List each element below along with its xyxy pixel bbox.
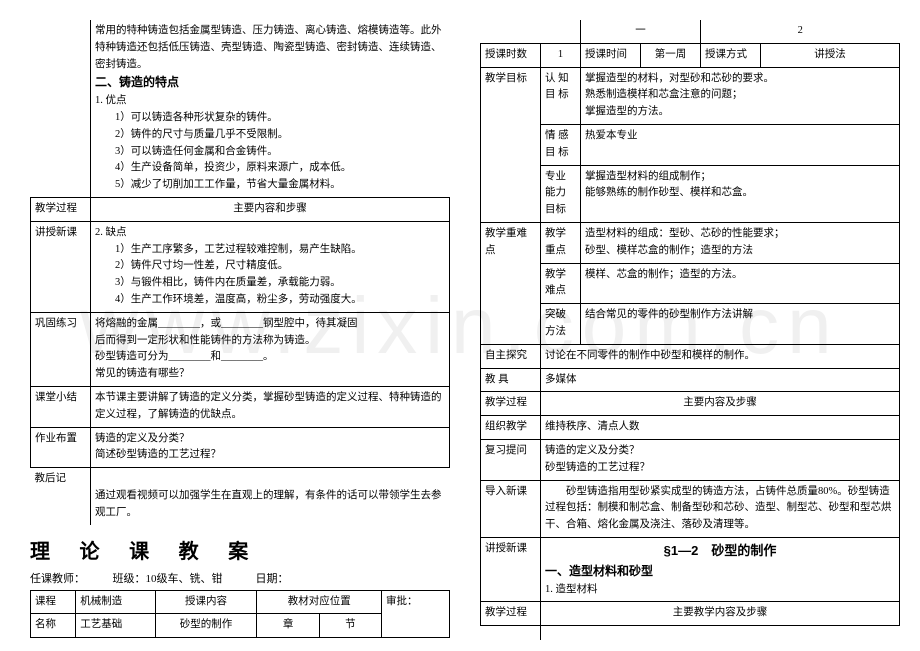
r9-label: 组织教学 xyxy=(481,416,541,440)
hdr-a: 一 xyxy=(581,20,701,43)
dis-3: 3）与锻件相比，铸件内在质量差，承载能力弱。 xyxy=(95,275,445,292)
bt-r1c5: 审批： xyxy=(382,590,450,638)
bt-r2c3: 砂型的制作 xyxy=(155,614,257,638)
disadv-label: 2. 缺点 xyxy=(95,227,127,238)
hw-2: 简述砂型铸造的工艺过程？ xyxy=(95,449,221,460)
advantage-label: 1. 优点 xyxy=(95,95,127,106)
r1c6: 讲授法 xyxy=(761,43,900,67)
bt-r2c4a: 章 xyxy=(257,614,319,638)
practice-1: 将熔融的金属________，或________钢型腔中，待其凝固 xyxy=(95,318,358,329)
dis-4: 4）生产工作环境差，温度高，粉尘多，劳动强度大。 xyxy=(95,292,445,309)
adv-5: 5）减少了切削加工工作量，节省大量金属材料。 xyxy=(95,177,446,194)
adv-4: 4）生产设备简单，投资少，原料来源广，成本低。 xyxy=(95,160,446,177)
r5-body3: 结合常见的零件的砂型制作方法讲解 xyxy=(581,304,900,345)
r10-label: 复习提问 xyxy=(481,439,541,480)
r11-label: 导入新课 xyxy=(481,480,541,537)
r4b1: 掌握造型材料的组成制作； xyxy=(585,171,711,182)
r7-label: 教 具 xyxy=(481,368,541,392)
special-casting-text: 常用的特种铸造包括金属型铸造、压力铸造、离心铸造、熔模铸造等。此外特种铸造还包括… xyxy=(95,25,442,70)
r2b3: 掌握造型的方法。 xyxy=(585,106,669,117)
postscript-text: 通过观看视频可以加强学生在直观上的理解，有条件的话可以带领学生去参观工厂。 xyxy=(91,468,450,525)
r10b1: 铸造的定义及分类？ xyxy=(545,445,640,456)
hw-1: 铸造的定义及分类？ xyxy=(95,433,190,444)
bt-r1c3: 授课内容 xyxy=(155,590,257,614)
r5b1b: 砂型、模样芯盒的制作；造型的方法 xyxy=(585,245,753,256)
dis-2: 2）铸件尺寸均一性差，尺寸精度低。 xyxy=(95,258,445,275)
r1c2: 1 xyxy=(541,43,581,67)
r8-label: 教学过程 xyxy=(481,392,541,416)
right-column: 一 2 授课时数 1 授课时间 第一周 授课方式 讲授法 教学目标 认 知 目 … xyxy=(480,20,900,640)
r5-body2: 模样、芯盒的制作；造型的方法。 xyxy=(581,263,900,304)
bt-r1c2: 机械制造 xyxy=(76,590,155,614)
bt-r1c4: 教材对应位置 xyxy=(257,590,382,614)
r9-body: 维持秩序、清点人数 xyxy=(541,416,900,440)
r1c4: 第一周 xyxy=(641,43,701,67)
left-table: 常用的特种铸造包括金属型铸造、压力铸造、离心铸造、熔模铸造等。此外特种铸造还包括… xyxy=(30,20,450,525)
r2b2: 熟悉制造模样和芯盒注意的问题； xyxy=(585,89,743,100)
r12-label: 讲授新课 xyxy=(481,537,541,601)
r12-title: §1—2 砂型的制作 xyxy=(545,541,895,562)
postscript-label: 教后记 xyxy=(31,468,91,525)
r2b1: 掌握造型的材料，对型砂和芯砂的要求。 xyxy=(585,73,774,84)
r1c5: 授课方式 xyxy=(701,43,761,67)
practice-3: 砂型铸造可分为________和________。 xyxy=(95,351,274,362)
r6-body: 讨论在不同零件的制作中砂型和模样的制作。 xyxy=(541,344,900,368)
r10b2: 砂型铸造的工艺过程？ xyxy=(545,462,650,473)
r4-sub: 专业能力目标 xyxy=(541,165,581,222)
lesson-plan-title: 理 论 课 教 案 xyxy=(30,535,450,564)
bt-r2c2: 工艺基础 xyxy=(76,614,155,638)
r1c3: 授课时间 xyxy=(581,43,641,67)
teacher-line: 任课教师： 班级：10级车、铣、钳 日期： xyxy=(30,570,450,586)
section2-title: 二、铸造的特点 xyxy=(95,75,179,89)
practice-label: 巩固练习 xyxy=(31,312,91,386)
r13-header: 主要教学内容及步骤 xyxy=(541,602,900,626)
bottom-table: 课程 机械制造 授课内容 教材对应位置 审批： 名称 工艺基础 砂型的制作 章 … xyxy=(30,590,450,639)
r2-label: 教学目标 xyxy=(481,67,541,222)
practice-4: 常见的铸造有哪些？ xyxy=(95,368,190,379)
dis-1: 1）生产工序繁多，工艺过程较难控制，易产生缺陷。 xyxy=(95,242,445,259)
r3-sub: 情 感 目 标 xyxy=(541,124,581,165)
new-lesson-label: 讲授新课 xyxy=(31,221,91,312)
r8-header: 主要内容及步骤 xyxy=(541,392,900,416)
r7-body: 多媒体 xyxy=(541,368,900,392)
r12-item: 1. 造型材料 xyxy=(545,584,598,595)
r5-label: 教学重难点 xyxy=(481,222,541,344)
r2-sub1: 认 知 目 标 xyxy=(541,67,581,124)
postscript-body: 通过观看视频可以加强学生在直观上的理解，有条件的话可以带领学生去参观工厂。 xyxy=(95,490,442,518)
adv-3: 3）可以铸造任何金属和合金铸件。 xyxy=(95,144,446,161)
r5-sub1: 教学重点 xyxy=(541,222,581,263)
left-column: 常用的特种铸造包括金属型铸造、压力铸造、离心铸造、熔模铸造等。此外特种铸造还包括… xyxy=(30,20,450,638)
process-label: 教学过程 xyxy=(31,197,91,221)
homework-label: 作业布置 xyxy=(31,427,91,468)
process-header: 主要内容和步骤 xyxy=(91,197,450,221)
bt-r1c1: 课程 xyxy=(31,590,76,614)
r5-sub3: 突破方法 xyxy=(541,304,581,345)
r6-label: 自主探究 xyxy=(481,344,541,368)
practice-2: 后而得到一定形状和性能铸件的方法称为铸造。 xyxy=(95,335,316,346)
hdr-b: 2 xyxy=(701,20,900,43)
r5-sub2: 教学难点 xyxy=(541,263,581,304)
r5b1a: 造型材料的组成：型砂、芯砂的性能要求； xyxy=(585,228,785,239)
adv-1: 1）可以铸造各种形状复杂的铸件。 xyxy=(95,110,446,127)
r11-body: 砂型铸造指用型砂紧实成型的铸造方法，占铸件总质量80%。砂型铸造过程包括：制模和… xyxy=(541,480,900,537)
r13-label: 教学过程 xyxy=(481,602,541,626)
summary-text: 本节课主要讲解了铸造的定义分类，掌握砂型铸造的定义过程、特种铸造的定义过程，了解… xyxy=(91,386,450,427)
right-table: 一 2 授课时数 1 授课时间 第一周 授课方式 讲授法 教学目标 认 知 目 … xyxy=(480,20,900,640)
bt-r2c4b: 节 xyxy=(319,614,381,638)
r4b2: 能够熟练的制作砂型、模样和芯盒。 xyxy=(585,187,753,198)
adv-2: 2）铸件的尺寸与质量几乎不受限制。 xyxy=(95,127,446,144)
summary-label: 课堂小结 xyxy=(31,386,91,427)
r12-sub: 一、造型材料和砂型 xyxy=(545,564,653,578)
r3-body: 热爱本专业 xyxy=(581,124,900,165)
r1c1: 授课时数 xyxy=(481,43,541,67)
bt-r2c1: 名称 xyxy=(31,614,76,638)
